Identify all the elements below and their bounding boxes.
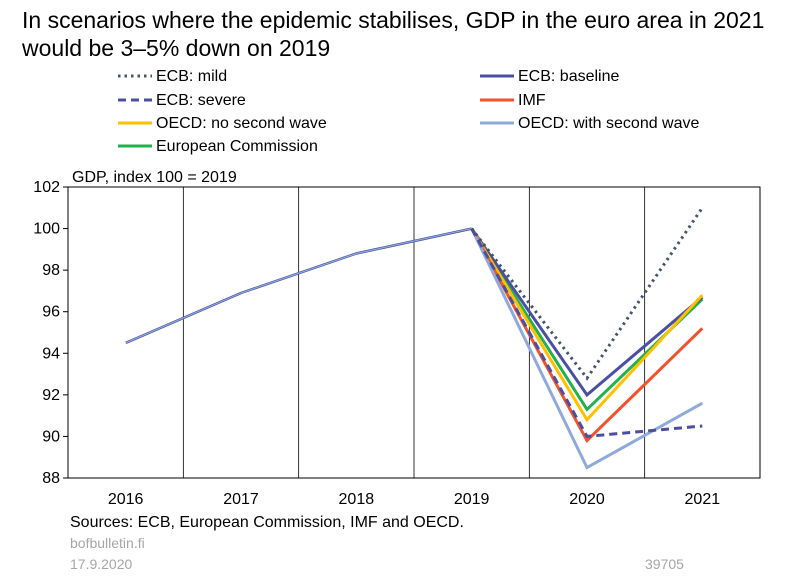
legend-label: ECB: severe bbox=[156, 92, 246, 109]
axes: 88 90 92 94 96 98 100 102 2016 2017 2018 2019 2020 20… bbox=[33, 179, 720, 508]
sources-note: Sources: ECB, European Commission, IMF a… bbox=[70, 514, 464, 531]
y-axis-unit-label: GDP, index 100 = 2019 bbox=[72, 169, 237, 186]
series-line-european-commission bbox=[470, 227, 704, 412]
chart-code: 39705 bbox=[645, 556, 684, 572]
y-tick-label: 100 bbox=[33, 221, 60, 238]
y-tick-label: 88 bbox=[42, 470, 60, 487]
legend-entry: OECD: no second wave bbox=[118, 115, 327, 132]
y-tick-label: 90 bbox=[42, 428, 60, 445]
legend-label: OECD: no second wave bbox=[156, 115, 327, 132]
series-line-ecb-mild bbox=[470, 206, 704, 381]
history-line-overlay bbox=[125, 228, 472, 344]
y-tick-label: 96 bbox=[42, 304, 60, 321]
x-tick-label: 2018 bbox=[339, 491, 375, 508]
legend-entry: European Commission bbox=[118, 138, 318, 155]
x-tick-label: 2020 bbox=[569, 491, 605, 508]
legend-entry: ECB: mild bbox=[118, 68, 227, 85]
x-tick-label: 2019 bbox=[454, 491, 490, 508]
series-line-ecb-baseline bbox=[470, 227, 704, 398]
series-line-oecd-no-second-wave bbox=[470, 227, 704, 423]
legend-entry: IMF bbox=[480, 92, 546, 109]
legend-label: European Commission bbox=[156, 138, 318, 155]
legend-label: IMF bbox=[518, 92, 546, 109]
x-tick-label: 2016 bbox=[108, 491, 144, 508]
legend-label: ECB: baseline bbox=[518, 68, 619, 85]
gridlines bbox=[67, 186, 761, 479]
legend-label: OECD: with second wave bbox=[518, 115, 700, 132]
legend-label: ECB: mild bbox=[156, 68, 227, 85]
publication-date: 17.9.2020 bbox=[70, 556, 133, 572]
series-line-oecd-with-second-wave bbox=[470, 227, 704, 470]
legend-entry: ECB: baseline bbox=[480, 68, 619, 85]
y-tick-label: 98 bbox=[42, 262, 60, 279]
y-tick-label: 102 bbox=[33, 179, 60, 196]
series-layer bbox=[125, 206, 704, 470]
line-chart: ECB: mild ECB: baseline ECB: severe IMF OECD… bbox=[33, 68, 761, 508]
y-tick-label: 92 bbox=[42, 387, 60, 404]
series-line-ecb-severe bbox=[470, 227, 703, 438]
legend-entry: ECB: severe bbox=[118, 92, 246, 109]
chart-title: In scenarios where the epidemic stabilis… bbox=[22, 7, 765, 61]
y-tick-label: 94 bbox=[42, 345, 60, 362]
x-tick-label: 2017 bbox=[223, 491, 259, 508]
x-tick-label: 2021 bbox=[685, 491, 721, 508]
legend-entry: OECD: with second wave bbox=[480, 115, 700, 132]
site-name: bofbulletin.fi bbox=[70, 535, 145, 551]
legend: ECB: mild ECB: baseline ECB: severe IMF OECD… bbox=[118, 68, 700, 155]
